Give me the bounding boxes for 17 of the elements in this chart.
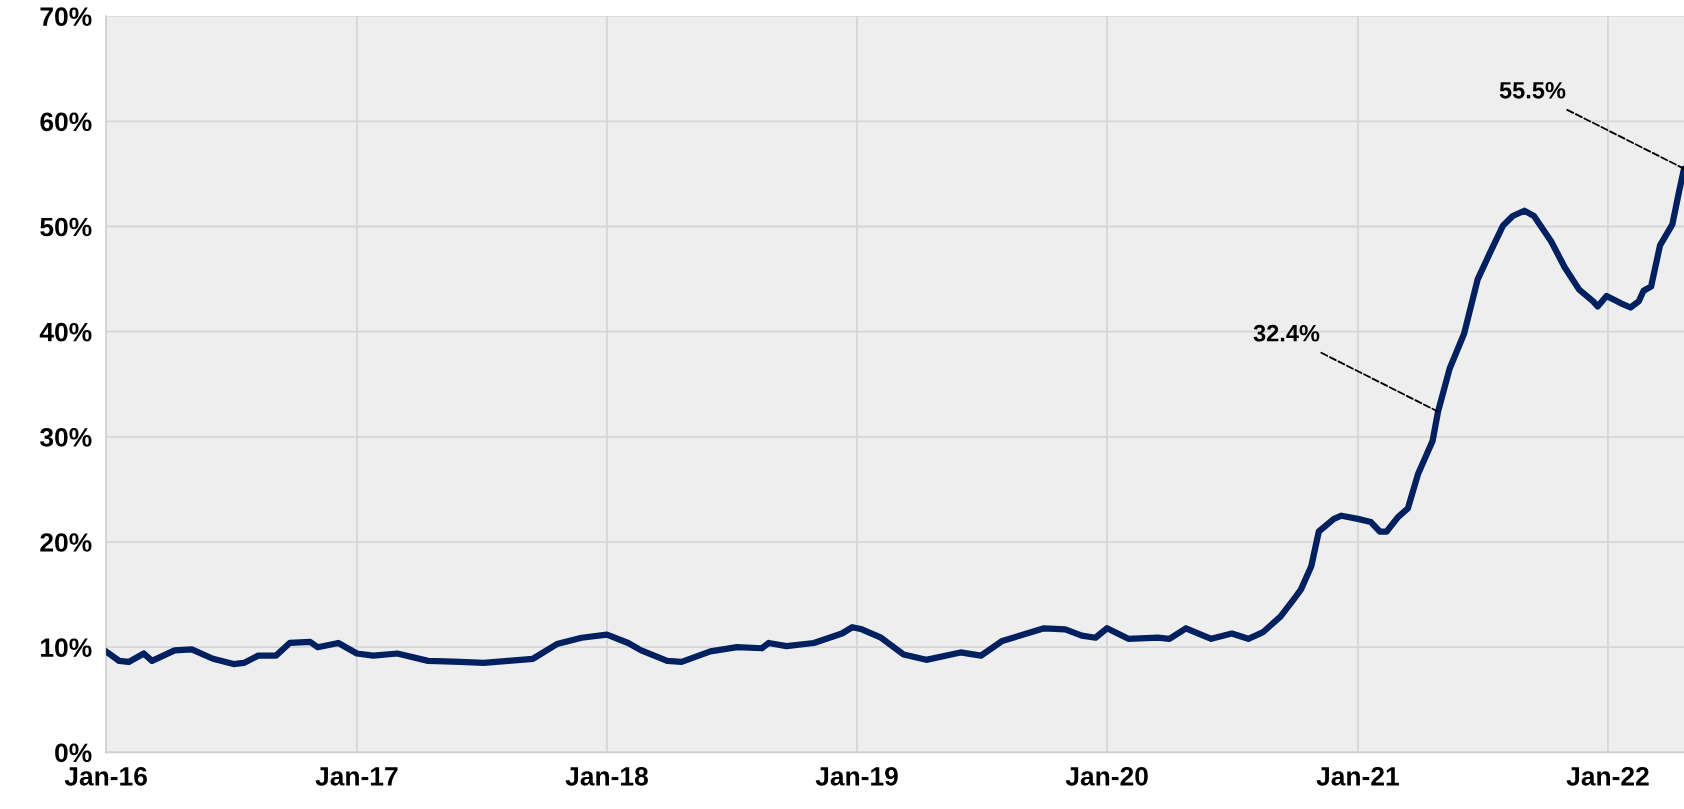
x-tick-label: Jan-22 [1566,766,1649,786]
x-tick-label: Jan-16 [64,766,147,786]
y-tick-label: 0% [55,743,92,763]
x-tick-label: Jan-18 [565,766,648,786]
y-tick-label: 30% [39,428,92,447]
y-tick-label: 70% [40,7,92,26]
y-tick-label: 20% [40,533,92,552]
x-tick-label: Jan-20 [1065,766,1148,786]
x-tick-label: Jan-19 [815,766,898,786]
x-tick-label: Jan-21 [1316,766,1399,786]
x-tick-label: Jan-17 [315,767,398,786]
y-tick-label: 50% [40,217,92,237]
annotation: 32.4% [1253,324,1320,342]
y-tick-label: 60% [40,112,92,132]
y-tick-label: 40% [39,322,92,342]
y-tick-label: 10% [41,638,92,658]
annotation: 55.5% [1499,81,1566,99]
